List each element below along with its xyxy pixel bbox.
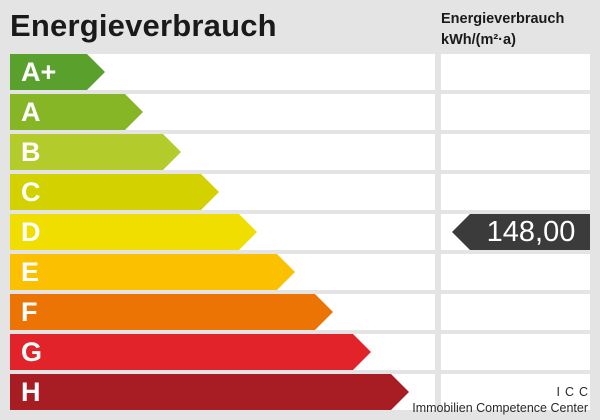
footer-logo: ICC Immobilien Competence Center [412, 384, 588, 416]
consumption-value: 148,00 [486, 216, 576, 248]
class-arrow: E [10, 254, 295, 290]
scale-row: D [10, 214, 590, 250]
footer-company-name: Immobilien Competence Center [412, 401, 588, 415]
class-label: E [21, 257, 40, 287]
scale-row: H [10, 374, 590, 410]
footer-abbr: ICC [556, 385, 593, 399]
class-label: B [21, 137, 41, 167]
scale-row: F [10, 294, 590, 330]
class-arrow: G [10, 334, 371, 370]
scale-row: A+ [10, 54, 590, 90]
class-label: C [21, 177, 41, 207]
class-arrow: A [10, 94, 143, 130]
class-arrow: A+ [10, 54, 105, 90]
value-cell [441, 334, 590, 370]
unit-header: Energieverbrauch kWh/(m²·a) [441, 9, 564, 51]
class-arrow: H [10, 374, 409, 410]
value-cell [441, 294, 590, 330]
class-label: A [21, 97, 41, 127]
class-label: D [21, 217, 41, 247]
class-arrow: F [10, 294, 333, 330]
value-cell [441, 254, 590, 290]
class-arrow: B [10, 134, 181, 170]
unit-header-label: Energieverbrauch [441, 11, 565, 27]
value-cell [441, 374, 590, 410]
value-marker: 148,00 [452, 214, 590, 250]
scale-row: E [10, 254, 590, 290]
scale-row: B [10, 134, 590, 170]
scale-row: C [10, 174, 590, 210]
value-cell [441, 54, 590, 90]
scale-row: G [10, 334, 590, 370]
class-arrow: D [10, 214, 257, 250]
value-cell [441, 134, 590, 170]
scale-row: A [10, 94, 590, 130]
class-label: A+ [21, 57, 57, 87]
class-label: F [21, 297, 38, 327]
page-title: Energieverbrauch [10, 8, 277, 43]
class-label: H [21, 377, 41, 407]
value-cell [441, 94, 590, 130]
class-arrow: C [10, 174, 219, 210]
value-cell [441, 174, 590, 210]
class-label: G [21, 337, 43, 367]
unit-header-unit: kWh/(m²·a) [441, 32, 516, 48]
